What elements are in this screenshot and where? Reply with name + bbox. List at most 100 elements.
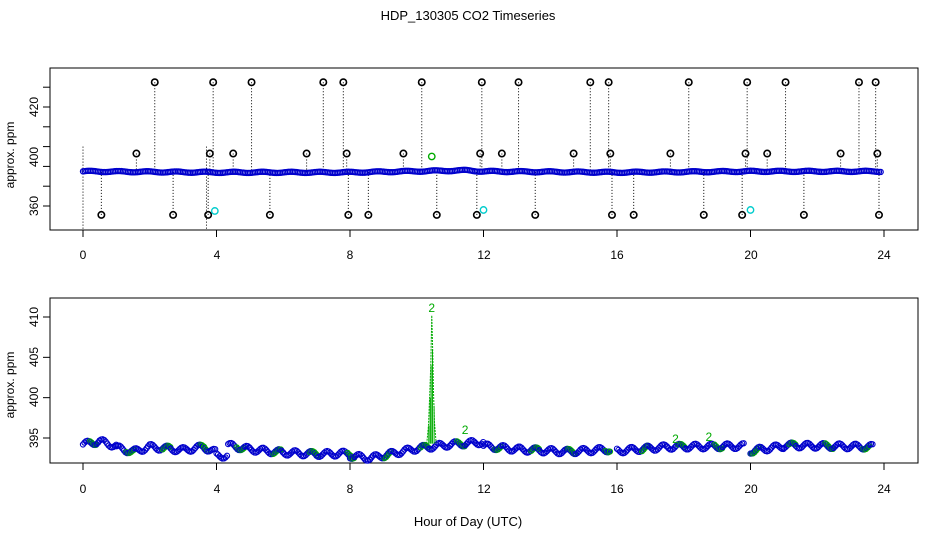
series-point [289,448,296,455]
x-axis-label: Hour of Day (UTC) [413,514,523,529]
outlier-point [209,78,218,87]
outlier-point [477,78,486,87]
outlier-point [247,78,256,87]
bottom-x-tick: 8 [347,482,354,496]
top-y-tick: 400 [27,147,41,167]
outlier-point [97,210,106,219]
series-point [352,452,360,459]
cyan-point [479,206,488,214]
outlier-point [229,149,238,158]
bottom-x-tick: 16 [610,482,624,496]
outlier-point [204,210,213,219]
outlier-point [606,149,615,158]
series-point [545,446,552,453]
bottom-x-tick: 24 [877,482,891,496]
series-point [249,448,257,455]
bottom-y-tick: 395 [27,428,41,448]
series-point [369,452,377,459]
top-y-axis-label: approx. ppm [3,122,17,189]
outlier-point [781,78,790,87]
top-x-tick: 24 [877,248,891,262]
top-plot-frame [49,67,919,231]
flag-spike [426,315,437,444]
bottom-x-tick: 0 [80,482,87,496]
outlier-point [586,78,595,87]
spike-label: 2 [428,301,435,315]
outlier-point [432,210,441,219]
outlier-point [873,149,882,158]
top-y-tick: 360 [27,196,41,216]
bottom-y-axis-label: approx. ppm [3,352,17,419]
cyan-point [210,207,219,215]
outlier-point [684,78,693,87]
flag-label: 2 [672,432,679,446]
outlier-point [132,149,141,158]
outlier-point [302,149,311,158]
series-point [877,168,884,176]
series-point [117,443,125,450]
flag-label: 2 [462,423,469,437]
outlier-point [569,149,578,158]
outlier-point [607,210,616,219]
outlier-point [169,210,178,219]
series-point [190,446,197,454]
top-x-tick: 4 [214,248,221,262]
outlier-point [364,210,373,219]
series-point [869,441,876,448]
top-y-tick: 420 [27,97,41,117]
bottom-x-tick: 12 [477,482,491,496]
top-plot-marks [79,78,884,230]
series-point [337,448,344,456]
series-point [222,454,229,461]
bottom-y-tick: 405 [27,347,41,367]
flag-label: 2 [705,430,712,444]
series-point [625,444,633,452]
outlier-point [666,149,675,158]
bottom-x-tick: 4 [214,482,221,496]
flag-point [606,448,614,455]
top-x-tick: 0 [80,248,87,262]
outlier-point [741,149,750,158]
outlier-point [738,210,747,219]
outlier-point [836,149,845,158]
top-x-tick: 12 [477,248,491,262]
series-point [445,444,452,451]
outlier-point [339,78,348,87]
outlier-point [319,78,328,87]
outlier-point [497,149,506,158]
outlier-point [743,78,752,87]
outlier-point [629,210,638,219]
series-point [769,442,777,450]
outlier-point [763,149,772,158]
outlier-point [265,210,274,219]
outlier-point [399,149,408,158]
outlier-point [417,78,426,87]
bottom-y-tick: 400 [27,387,41,407]
top-x-tick: 20 [744,248,758,262]
outlier-point [342,149,351,158]
outlier-point [476,149,485,158]
outlier-point [874,210,883,219]
top-x-tick: 16 [610,248,624,262]
axis-ticks [43,86,885,470]
series-point [223,452,231,459]
outlier-point [871,78,880,87]
series-point [740,440,747,447]
bottom-x-tick: 20 [744,482,758,496]
outlier-point [531,210,540,219]
series-point [689,442,696,449]
outlier-point [604,78,613,87]
flag-point [427,152,436,161]
series-point [665,445,672,452]
cyan-point [746,206,755,214]
series-point [101,436,108,444]
top-x-tick: 8 [347,248,354,262]
bottom-plot-frame [49,297,919,464]
outlier-point [344,210,353,219]
bottom-y-tick: 410 [27,307,41,327]
series-point [212,445,219,453]
series-point [766,446,774,453]
series-point [281,451,288,458]
chart-title: HDP_130305 CO2 Timeseries [380,8,556,23]
